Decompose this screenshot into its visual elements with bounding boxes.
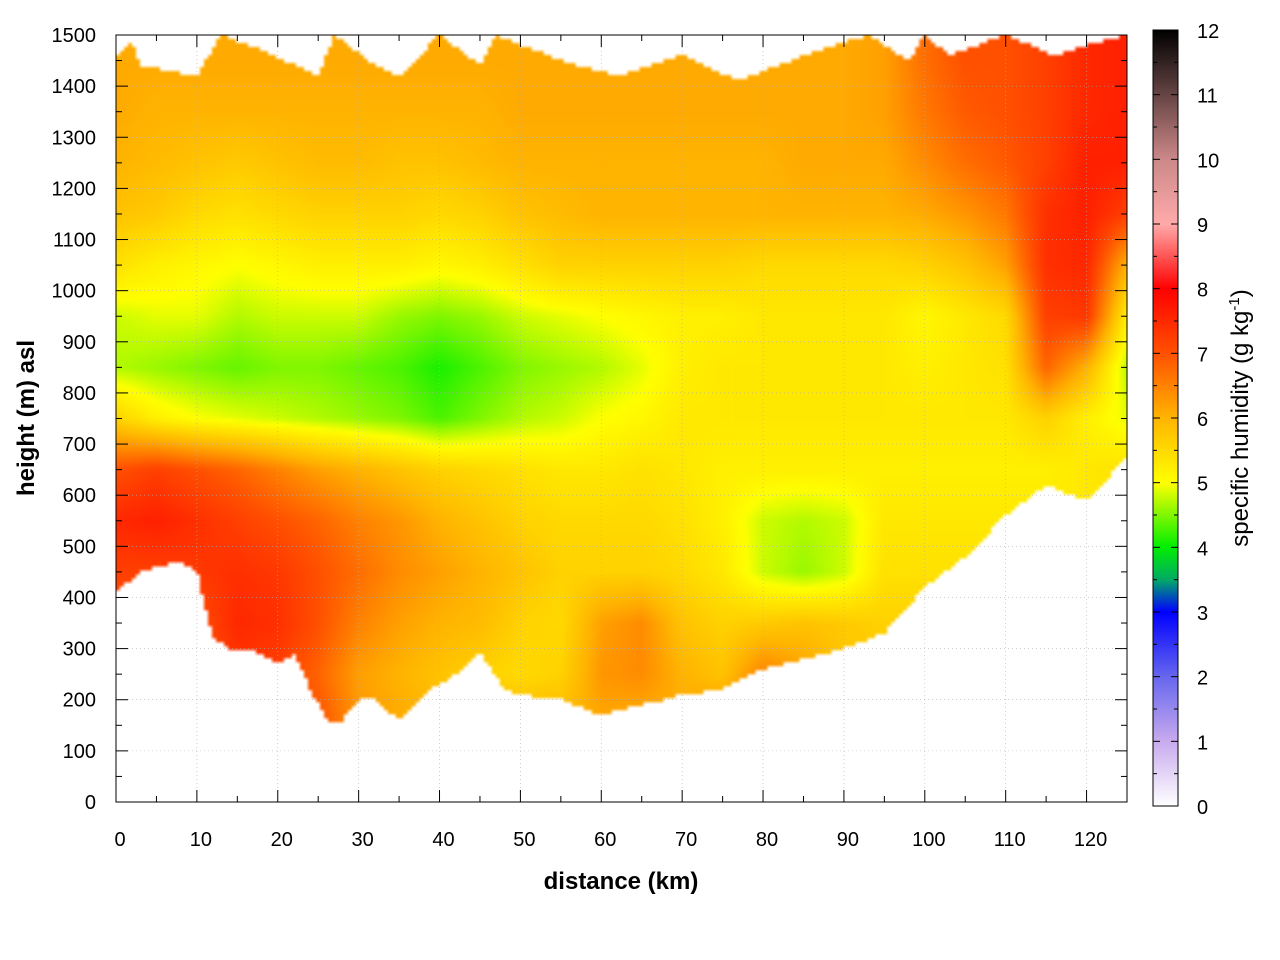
y-tick-label: 600 [63, 485, 96, 507]
colorbar-tick-label: 1 [1197, 732, 1208, 754]
colorbar-tick-label: 6 [1197, 409, 1208, 431]
y-tick-label: 1500 [52, 25, 97, 47]
colorbar-tick-label: 5 [1197, 474, 1208, 496]
y-tick-label: 1000 [52, 281, 97, 303]
colorbar-tick-label: 11 [1197, 86, 1218, 108]
x-tick-label: 20 [271, 829, 293, 851]
y-tick-label: 200 [63, 690, 96, 712]
colorbar-tick-label: 10 [1197, 150, 1219, 172]
y-tick-label: 1300 [52, 127, 97, 149]
colorbar-tick-label: 7 [1197, 344, 1208, 366]
colorbar-tick-label: 2 [1197, 668, 1208, 690]
y-tick-label: 1400 [52, 76, 97, 98]
x-tick-label: 120 [1074, 829, 1107, 851]
x-tick-label: 50 [513, 829, 535, 851]
x-tick-label: 110 [994, 829, 1026, 851]
humidity-heatmap [116, 35, 1127, 802]
y-tick-label: 800 [63, 383, 96, 405]
y-tick-label: 0 [85, 792, 96, 814]
colorbar-tick-label: 3 [1197, 603, 1208, 625]
colorbar-tick-label: 4 [1197, 538, 1208, 560]
colorbar-tick-label: 0 [1197, 797, 1208, 819]
y-tick-label: 100 [63, 741, 96, 763]
y-tick-label: 700 [63, 434, 96, 456]
y-tick-label: 1200 [52, 178, 97, 200]
y-axis-title: height (m) asl [13, 340, 40, 496]
x-tick-label: 70 [675, 829, 697, 851]
grid [116, 35, 1127, 802]
x-tick-label: 100 [912, 829, 945, 851]
axis-ticks: 0 10 20 30 40 50 60 70 80 90 100 110 120010020030040… [52, 25, 1127, 851]
y-tick-label: 300 [63, 639, 96, 661]
y-tick-label: 500 [63, 536, 96, 558]
y-tick-label: 900 [63, 332, 96, 354]
y-tick-label: 400 [63, 587, 96, 609]
colorbar-tick-label: 9 [1197, 215, 1208, 237]
colorbar-tick-label: 8 [1197, 280, 1208, 302]
x-axis-title: distance (km) [544, 868, 699, 895]
y-tick-label: 1100 [53, 230, 96, 252]
x-tick-label: 90 [837, 829, 859, 851]
humidity-field-image [116, 35, 1127, 802]
x-tick-label: 80 [756, 829, 778, 851]
x-tick-label: 0 [114, 829, 125, 851]
colorbar-tick-label: 12 [1197, 21, 1219, 43]
x-tick-label: 40 [432, 829, 454, 851]
x-tick-label: 30 [352, 829, 374, 851]
x-tick-label: 10 [190, 829, 212, 851]
colorbar-title: specific humidity (g kg-1) [1226, 289, 1254, 546]
x-tick-label: 60 [594, 829, 616, 851]
